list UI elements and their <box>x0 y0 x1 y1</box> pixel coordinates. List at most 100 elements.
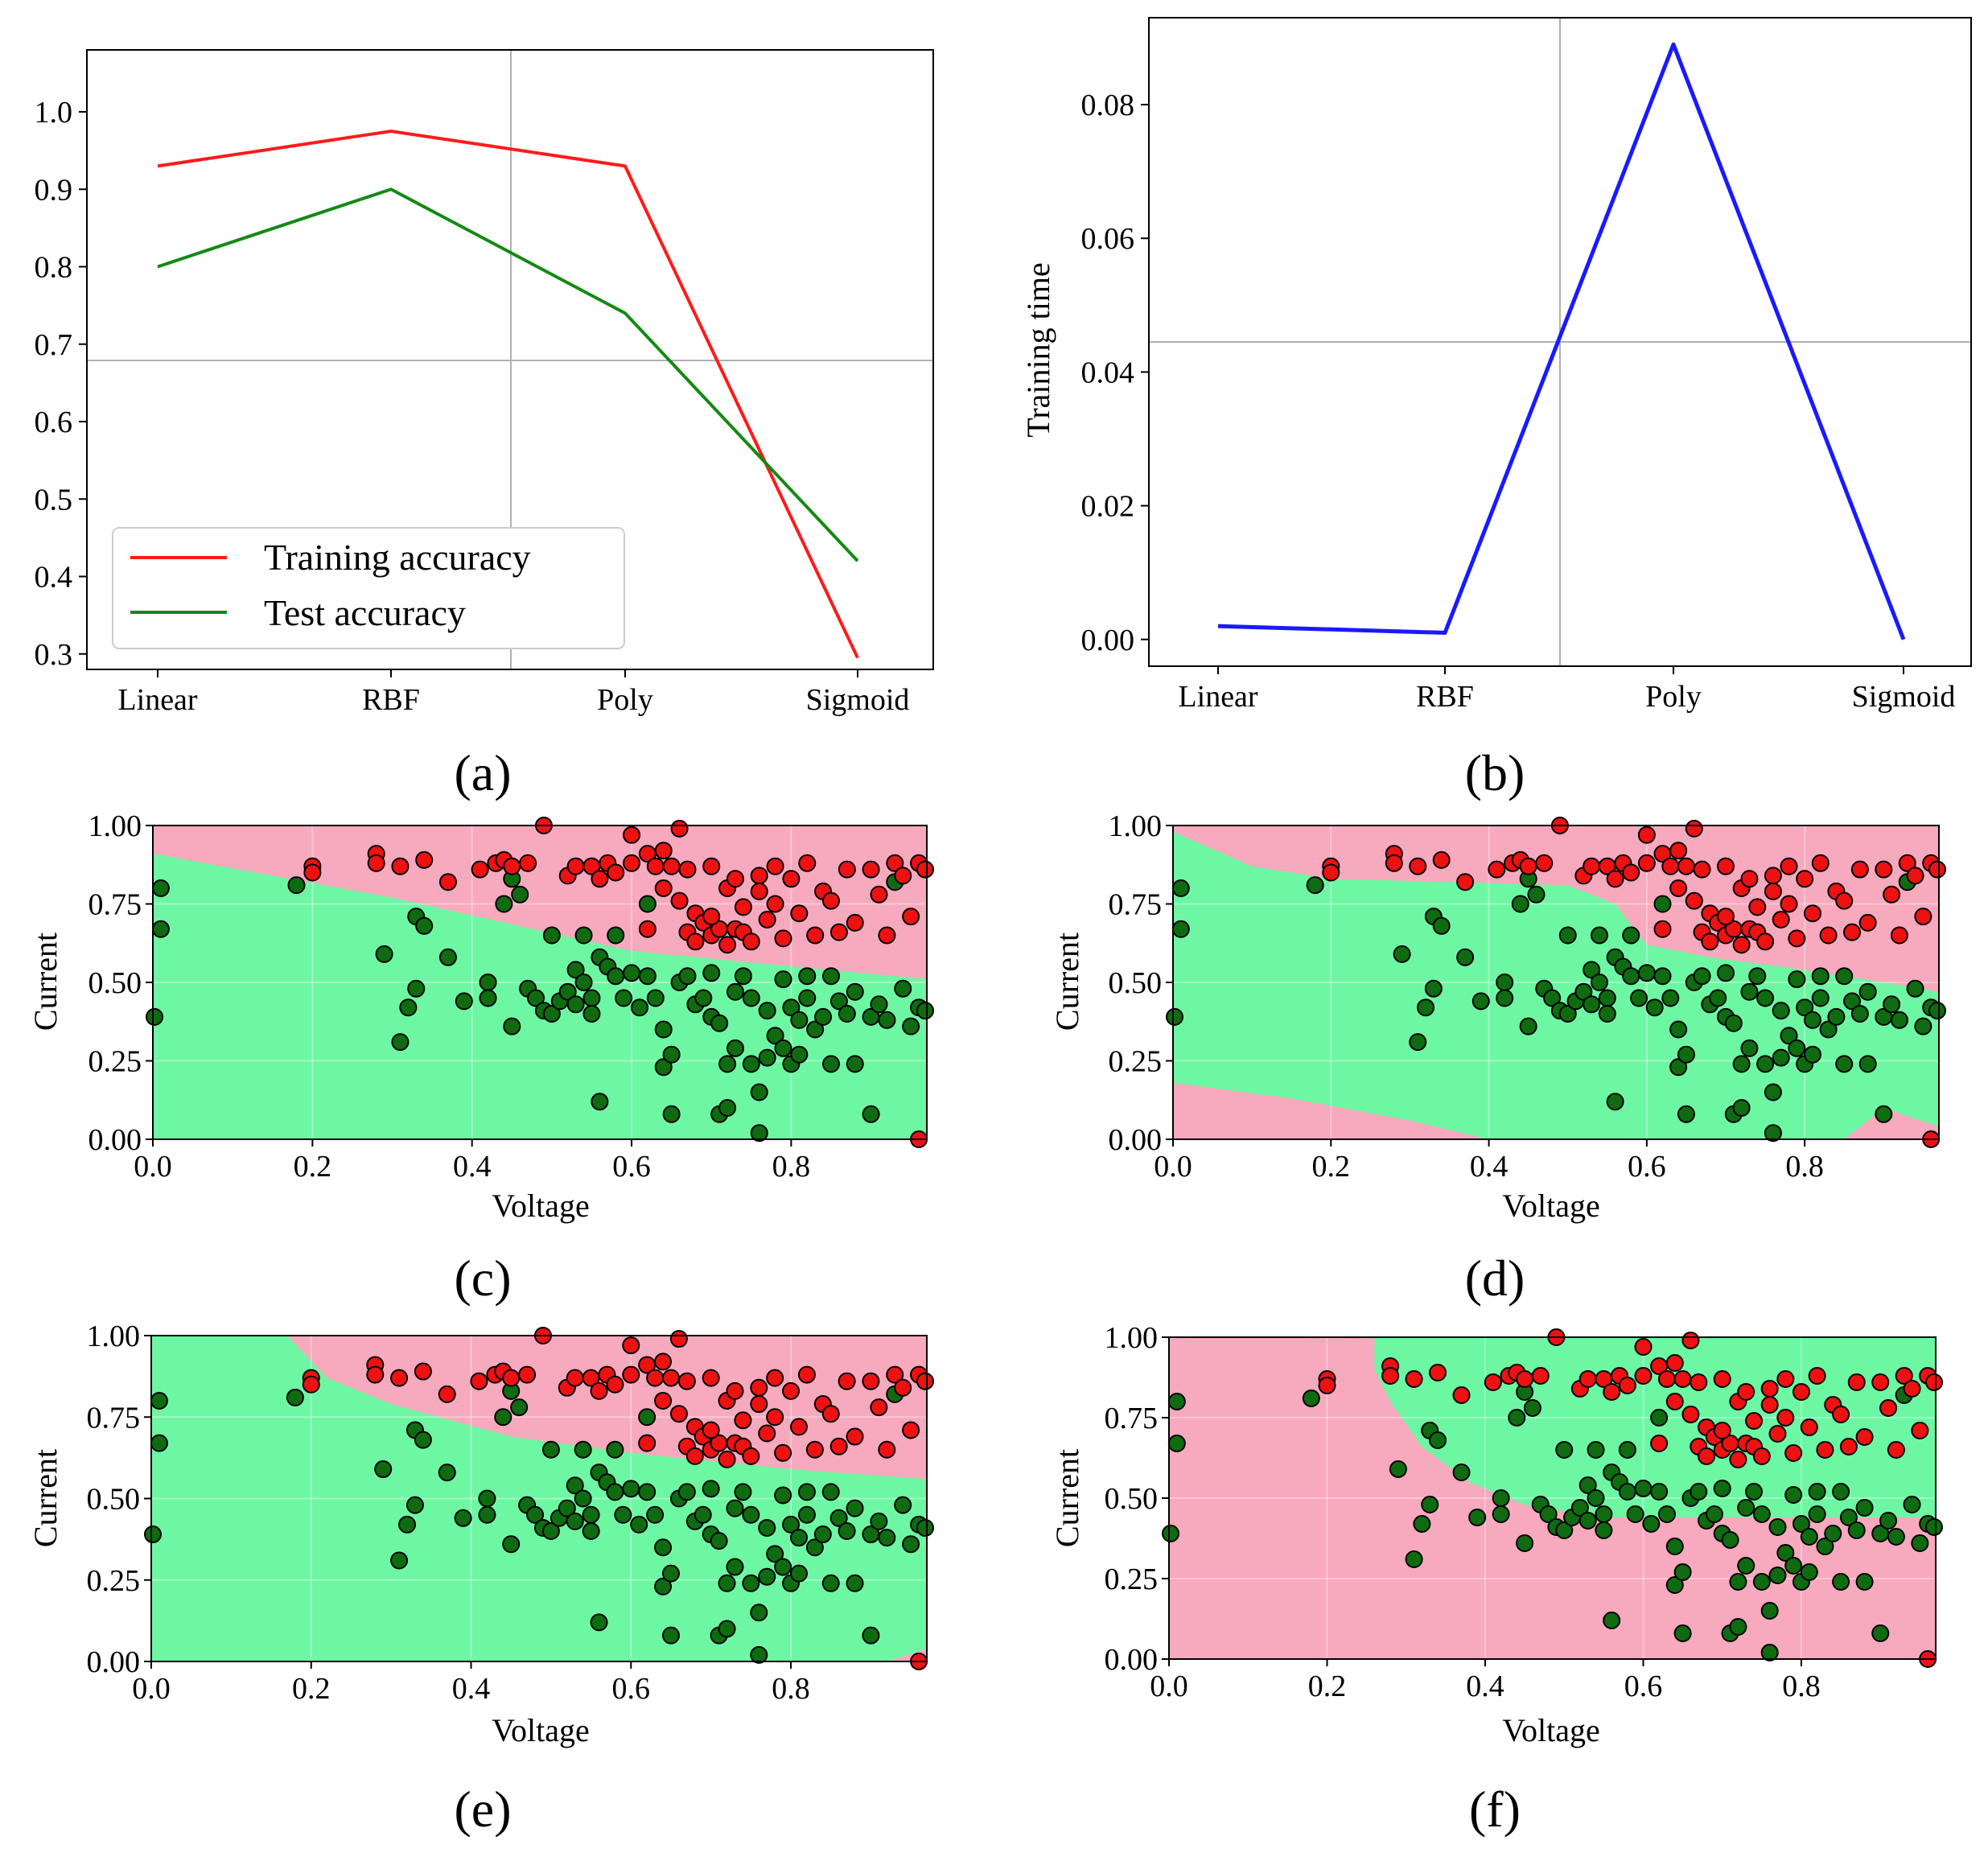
data-point-green <box>1496 974 1514 991</box>
data-point-green <box>1858 982 1877 1001</box>
data-point-green <box>870 995 888 1014</box>
data-point-green <box>1816 1538 1834 1555</box>
data-point-green <box>1558 926 1577 945</box>
data-point-red <box>1847 1373 1866 1391</box>
data-point-green <box>1776 1544 1795 1562</box>
panel-a-y-ticks: 0.3 0.4 0.5 0.6 0.7 0.8 0.9 1.0 <box>35 96 87 672</box>
data-point-red <box>916 860 934 879</box>
data-point-red <box>1911 1422 1929 1439</box>
data-point-green <box>789 1564 808 1583</box>
data-point-green <box>846 982 864 1001</box>
data-point-green <box>1432 916 1451 935</box>
data-point-red <box>1665 1393 1684 1410</box>
data-point-green <box>574 1489 592 1508</box>
data-point-green <box>151 920 170 938</box>
decision-region-red <box>286 1336 927 1480</box>
data-point-red <box>1717 857 1735 875</box>
data-point-green <box>646 1505 665 1524</box>
panel-a-lines <box>157 130 859 659</box>
data-point-green <box>1409 1033 1427 1052</box>
data-point-red <box>1717 908 1735 926</box>
data-point-red <box>878 926 896 945</box>
data-point-red <box>1811 854 1830 872</box>
data-point-red <box>766 1408 784 1427</box>
data-point-red <box>677 1372 696 1390</box>
data-point-red <box>1925 1373 1943 1391</box>
x-tick-label: 0.6 <box>1628 1150 1666 1184</box>
data-point-green <box>1618 1483 1636 1501</box>
data-point-red <box>1677 857 1695 875</box>
data-point-green <box>1306 876 1324 895</box>
data-point-green <box>1405 1550 1423 1568</box>
data-point-green <box>1642 1515 1661 1533</box>
data-point-green <box>726 1558 744 1576</box>
panel-c-caption: (c) <box>454 1250 511 1307</box>
data-point-red <box>670 819 689 838</box>
data-point-green <box>813 1525 832 1544</box>
data-point-green <box>790 1045 809 1064</box>
data-point-red <box>789 1418 808 1436</box>
panel-d-y-label: Current <box>1049 933 1085 1031</box>
data-point-green <box>1768 1518 1787 1536</box>
data-point-green <box>829 1509 848 1527</box>
data-point-red <box>846 1427 864 1446</box>
data-point-green <box>1618 1441 1636 1459</box>
data-point-green <box>829 992 848 1011</box>
data-point-red <box>1488 860 1506 879</box>
x-tick-label: RBF <box>362 683 420 717</box>
x-tick-label: 0.2 <box>1312 1150 1351 1184</box>
data-point-red <box>886 854 904 872</box>
data-point-green <box>1595 1505 1613 1523</box>
data-point-red <box>1780 857 1798 875</box>
data-point-green <box>1630 989 1648 1007</box>
x-tick-label: 0.8 <box>1785 1150 1824 1184</box>
data-point-red <box>1784 1444 1803 1462</box>
data-point-green <box>1732 1099 1751 1117</box>
panel-b-caption: (b) <box>1465 744 1525 801</box>
data-point-red <box>829 1437 848 1455</box>
data-point-red <box>1698 1447 1716 1465</box>
y-tick-label: 0.50 <box>87 1483 141 1517</box>
data-point-green <box>1669 1020 1688 1039</box>
data-point-green <box>916 1002 934 1020</box>
panel-e-plot: 0.00 0.25 0.50 0.75 1.00 0.0 0.2 0.4 0.6 0.8 <box>87 1320 934 1706</box>
data-point-green <box>144 1525 162 1544</box>
data-point-red <box>638 920 656 938</box>
data-point-green <box>1653 895 1672 913</box>
data-point-green <box>1756 989 1775 1007</box>
data-point-red <box>1729 1451 1747 1468</box>
data-point-green <box>582 1505 600 1524</box>
data-point-red <box>1535 854 1554 872</box>
data-point-red <box>742 1447 760 1465</box>
data-point-red <box>1928 860 1946 879</box>
data-point-red <box>1385 854 1403 872</box>
x-tick-label: 0.0 <box>1150 1670 1188 1703</box>
data-point-green <box>758 1002 776 1020</box>
data-point-red <box>1803 904 1821 923</box>
data-point-green <box>710 1014 729 1032</box>
data-point-red <box>1432 850 1451 869</box>
data-point-green <box>1729 1573 1747 1591</box>
data-point-green <box>1925 1518 1943 1536</box>
data-point-green <box>1724 1014 1743 1032</box>
data-point-green <box>1740 982 1759 1001</box>
data-point-green <box>558 1499 576 1517</box>
x-tick-label: 0.2 <box>1308 1670 1347 1703</box>
x-tick-label: 0.0 <box>134 1150 172 1184</box>
data-point-green <box>1800 1528 1818 1546</box>
data-point-green <box>623 964 641 982</box>
scatter-panels: 0.00 0.25 0.50 0.75 1.00 0.0 0.2 0.4 0.6 0.8 Volt… <box>27 809 1946 1838</box>
data-point-green <box>1587 1489 1605 1507</box>
data-point-red <box>702 857 721 875</box>
data-point-green <box>878 1011 896 1029</box>
x-tick-label: 0.8 <box>1782 1670 1821 1703</box>
data-point-red <box>669 1405 688 1423</box>
data-point-green <box>846 1574 864 1592</box>
data-point-red <box>654 879 673 897</box>
data-point-red <box>870 885 888 904</box>
data-point-red <box>1850 860 1869 879</box>
data-point-green <box>742 1505 760 1524</box>
data-point-red <box>1690 1373 1708 1391</box>
data-point-red <box>367 854 385 872</box>
